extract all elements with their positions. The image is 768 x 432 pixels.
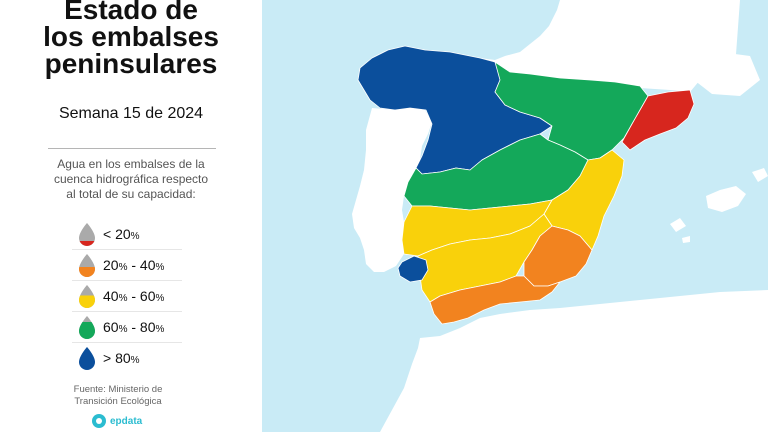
brand-name: epdata	[110, 415, 143, 427]
legend-description: Agua en los embalses de la cuenca hidrog…	[40, 157, 222, 202]
map	[262, 0, 768, 432]
description-line: cuenca hidrográfica respecto	[53, 172, 209, 186]
drop-icon	[79, 254, 95, 277]
basin-mediterranea-andaluza	[429, 275, 561, 325]
legend-item: 40% - 60%	[72, 281, 182, 312]
legend-item: 20% - 40%	[72, 250, 182, 281]
description-line: Agua en los embalses de la	[57, 157, 205, 171]
subtitle: Semana 15 de 2024	[58, 105, 204, 122]
basin-tinto-odiel-piedras	[397, 255, 429, 283]
france-landmass	[262, 0, 740, 92]
drop-icon	[79, 347, 95, 370]
epdata-logo-icon	[92, 414, 106, 428]
iberia-map	[262, 0, 768, 432]
page-title: Estado de los embalses peninsulares	[0, 0, 262, 79]
drop-icon	[79, 285, 95, 308]
title-line: los embalses	[43, 21, 219, 52]
legend-label: 20% - 40%	[103, 257, 165, 273]
mallorca-island	[706, 186, 746, 212]
drop-icon	[79, 223, 95, 246]
basin-cataluna	[621, 89, 695, 151]
legend-item: < 20%	[72, 219, 182, 250]
legend-label: > 80%	[103, 350, 140, 366]
source-note: Fuente: Ministerio de Transición Ecológi…	[0, 384, 236, 408]
source-line: Fuente: Ministerio de	[73, 384, 163, 395]
drop-icon	[79, 316, 95, 339]
legend: < 20% 20% - 40% 40% - 60%	[72, 219, 182, 373]
legend-panel: Estado de los embalses peninsulares Sema…	[0, 0, 262, 432]
brand-logo: epdata	[92, 414, 142, 428]
divider	[48, 148, 216, 149]
africa-landmass	[380, 290, 768, 432]
portugal-landmass	[352, 108, 432, 272]
description-line: al total de su capacidad:	[66, 187, 196, 201]
menorca-island	[752, 168, 768, 182]
legend-label: 40% - 60%	[103, 288, 165, 304]
legend-label: < 20%	[103, 226, 140, 242]
legend-item: 60% - 80%	[72, 312, 182, 343]
island-east	[690, 52, 760, 96]
ibiza-island	[670, 218, 686, 232]
legend-label: 60% - 80%	[103, 319, 165, 335]
legend-item: > 80%	[72, 343, 182, 373]
title-line: peninsulares	[44, 48, 218, 79]
formentera-island	[682, 236, 690, 243]
title-line: Estado de	[64, 0, 198, 25]
source-line: Transición Ecológica	[74, 396, 162, 407]
